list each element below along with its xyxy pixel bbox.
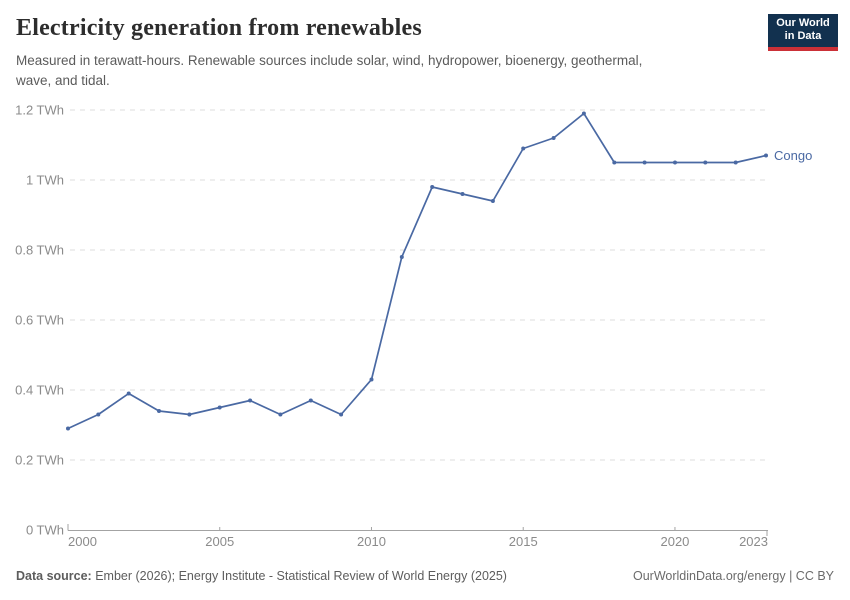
y-tick-label: 0.4 TWh xyxy=(15,383,64,398)
data-point-marker[interactable] xyxy=(551,136,556,140)
owid-logo-line1: Our World xyxy=(776,17,830,29)
owid-logo-line2: in Data xyxy=(784,30,822,42)
data-point-marker[interactable] xyxy=(308,398,313,403)
data-point-marker[interactable] xyxy=(490,199,495,203)
data-point-marker[interactable] xyxy=(642,160,647,165)
y-tick-label: 0 TWh xyxy=(26,523,64,538)
data-point-marker[interactable] xyxy=(733,160,738,165)
data-point-marker[interactable] xyxy=(430,185,435,189)
y-tick-label: 1 TWh xyxy=(26,173,64,188)
page-title: Electricity generation from renewables xyxy=(16,15,422,41)
data-point-marker[interactable] xyxy=(248,398,253,403)
x-tick-label: 2010 xyxy=(357,534,386,549)
y-tick-label: 1.2 TWh xyxy=(15,103,64,118)
data-source-label: Data source: xyxy=(16,569,92,583)
chart-subtitle-line1: Measured in terawatt-hours. Renewable so… xyxy=(16,53,643,68)
data-point-marker[interactable] xyxy=(339,412,344,417)
chart-footer: Data source: Ember (2026); Energy Instit… xyxy=(16,569,834,583)
x-tick-label: 2000 xyxy=(68,534,97,549)
data-point-marker[interactable] xyxy=(521,146,526,151)
series-line-congo[interactable] xyxy=(67,112,767,430)
series-end-label[interactable]: Congo xyxy=(774,148,812,163)
x-tick-label: 2023 xyxy=(739,534,768,549)
data-point-marker[interactable] xyxy=(581,111,586,116)
owid-license-link[interactable]: OurWorldinData.org/energy | CC BY xyxy=(632,569,834,583)
data-point-marker[interactable] xyxy=(399,255,404,259)
chart-subtitle: Measured in terawatt-hours. Renewable so… xyxy=(16,51,642,91)
data-source-text: Ember (2026); Energy Institute - Statist… xyxy=(95,569,507,583)
data-point-marker[interactable] xyxy=(187,412,192,417)
x-tick-label: 2015 xyxy=(509,534,538,549)
data-point-marker[interactable] xyxy=(126,391,131,396)
data-point-marker[interactable] xyxy=(157,409,161,413)
x-tick-label: 2005 xyxy=(205,534,234,549)
x-tick-label: 2020 xyxy=(660,534,689,549)
data-point-marker[interactable] xyxy=(673,160,677,165)
owid-logo[interactable]: Our World in Data xyxy=(768,14,838,51)
data-point-marker[interactable] xyxy=(66,426,70,431)
data-point-marker[interactable] xyxy=(217,405,222,410)
data-point-marker[interactable] xyxy=(96,412,101,417)
y-tick-label: 0.8 TWh xyxy=(15,243,64,258)
chart-subtitle-line2: wave, and tidal. xyxy=(16,73,110,88)
data-point-marker[interactable] xyxy=(369,377,374,382)
y-tick-label: 0.6 TWh xyxy=(15,313,64,328)
data-point-marker[interactable] xyxy=(703,160,708,165)
data-point-marker[interactable] xyxy=(460,192,465,196)
data-point-marker[interactable] xyxy=(278,412,283,417)
data-point-marker[interactable] xyxy=(764,153,768,158)
data-source-note: Data source: Ember (2026); Energy Instit… xyxy=(16,569,507,583)
data-point-marker[interactable] xyxy=(612,160,617,165)
y-tick-label: 0.2 TWh xyxy=(15,453,64,468)
